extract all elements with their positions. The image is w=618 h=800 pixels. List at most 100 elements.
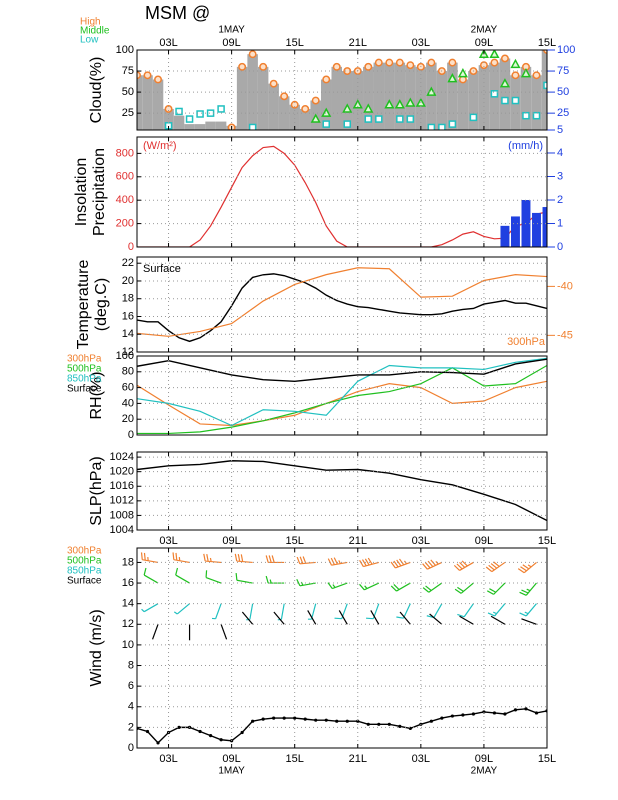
precip-bar xyxy=(542,207,547,247)
y-axis-label: Cloud(%) xyxy=(88,57,105,124)
panel-frame xyxy=(136,256,548,353)
wind-dot xyxy=(293,716,297,720)
wind-dot xyxy=(261,717,265,721)
wind-barb xyxy=(359,557,379,568)
y-tick-label: 80 xyxy=(122,366,134,378)
precip-bar xyxy=(500,225,510,247)
y2-unit: (mm/h) xyxy=(508,140,543,152)
bar xyxy=(137,75,143,130)
middle-marker xyxy=(457,68,468,78)
wind-dot xyxy=(461,713,465,717)
y-tick-label: 8 xyxy=(128,659,134,671)
y-tick-label: 50 xyxy=(122,86,134,98)
wind-barb xyxy=(151,624,159,640)
wind-dot xyxy=(272,716,276,720)
wind-dot xyxy=(303,717,307,721)
y-tick-label: 75 xyxy=(122,65,134,77)
wind-barb xyxy=(396,603,411,619)
wind-dot xyxy=(335,719,339,723)
wind-barb xyxy=(175,567,190,584)
high-marker xyxy=(427,58,436,67)
low-marker xyxy=(396,115,404,123)
high-marker xyxy=(280,92,289,101)
wind-barb xyxy=(203,553,222,564)
wind-barb xyxy=(273,611,285,625)
y-tick-label: 20 xyxy=(122,413,134,425)
legend-entry: Surface xyxy=(67,384,102,395)
series-line xyxy=(137,145,547,247)
series-line xyxy=(137,460,547,522)
low-marker xyxy=(196,110,204,118)
y2-tick-label: 0 xyxy=(557,241,563,253)
bar xyxy=(447,62,458,130)
panel xyxy=(137,357,547,435)
wind-dot xyxy=(219,738,223,742)
bar xyxy=(247,54,258,130)
wind-barb xyxy=(366,603,380,620)
y-tick-label: 0 xyxy=(128,742,134,754)
bar xyxy=(457,79,469,130)
y2-tick-label: 2 xyxy=(557,194,563,206)
wind-barb xyxy=(370,610,380,625)
wind-barb xyxy=(220,624,228,640)
low-marker xyxy=(185,115,194,123)
series-line xyxy=(137,267,547,337)
panel xyxy=(137,460,547,522)
wind-barb xyxy=(359,582,380,591)
bar xyxy=(194,124,206,130)
high-marker xyxy=(301,104,310,113)
y-tick-label: 1024 xyxy=(110,451,134,463)
x-tick-label: 03L xyxy=(412,535,430,547)
wind-dot xyxy=(482,710,486,714)
y-tick-label: 14 xyxy=(122,328,134,340)
wind-barb xyxy=(296,556,316,565)
low-marker xyxy=(511,96,520,105)
bar xyxy=(531,75,542,130)
y-axis-label: Precipitation xyxy=(91,148,108,236)
wind-barb xyxy=(485,561,506,573)
high-marker xyxy=(448,58,457,67)
low-marker xyxy=(322,120,330,128)
wind-barb xyxy=(307,603,317,620)
wind-barb xyxy=(334,603,348,620)
y-tick-label: 12 xyxy=(122,346,134,358)
y2-tick-label: 75 xyxy=(557,65,569,77)
series-line xyxy=(137,708,547,744)
wind-dot xyxy=(471,712,476,716)
bar xyxy=(320,79,332,130)
low-marker xyxy=(217,105,225,113)
wind-barb xyxy=(235,572,253,584)
date-label: 1MAY xyxy=(218,766,245,777)
y-tick-label: 40 xyxy=(122,397,134,409)
y-tick-label: 22 xyxy=(122,257,134,269)
panel-frame xyxy=(136,136,548,248)
y-tick-label: 4 xyxy=(128,701,134,713)
wind-dot xyxy=(398,724,402,728)
high-marker xyxy=(238,62,247,71)
wind-dot xyxy=(492,711,497,715)
middle-marker xyxy=(321,107,332,117)
y-tick-label: 2 xyxy=(128,721,134,733)
low-marker xyxy=(438,123,446,130)
x-tick-label: 21L xyxy=(349,753,367,765)
y2-tick-label: 100 xyxy=(557,44,575,56)
bar xyxy=(257,66,269,130)
high-marker xyxy=(248,50,257,59)
wind-dot xyxy=(366,722,370,726)
y2-tick-label: 4 xyxy=(557,147,563,159)
high-marker xyxy=(395,58,404,67)
bar xyxy=(278,96,290,130)
y-axis-label: Temperature xyxy=(75,259,92,349)
low-marker xyxy=(427,123,436,130)
wind-dot xyxy=(513,708,518,712)
y-tick-label: 14 xyxy=(122,598,134,610)
date-label: 2MAY xyxy=(471,25,498,36)
y2-tick-label: 1 xyxy=(557,217,563,229)
wind-dot xyxy=(440,716,444,720)
panel xyxy=(137,267,547,343)
bar xyxy=(384,62,395,130)
wind-barb xyxy=(172,552,190,564)
high-marker xyxy=(269,79,278,88)
high-marker xyxy=(154,75,162,84)
y-axis-label: Insolation xyxy=(73,158,90,227)
